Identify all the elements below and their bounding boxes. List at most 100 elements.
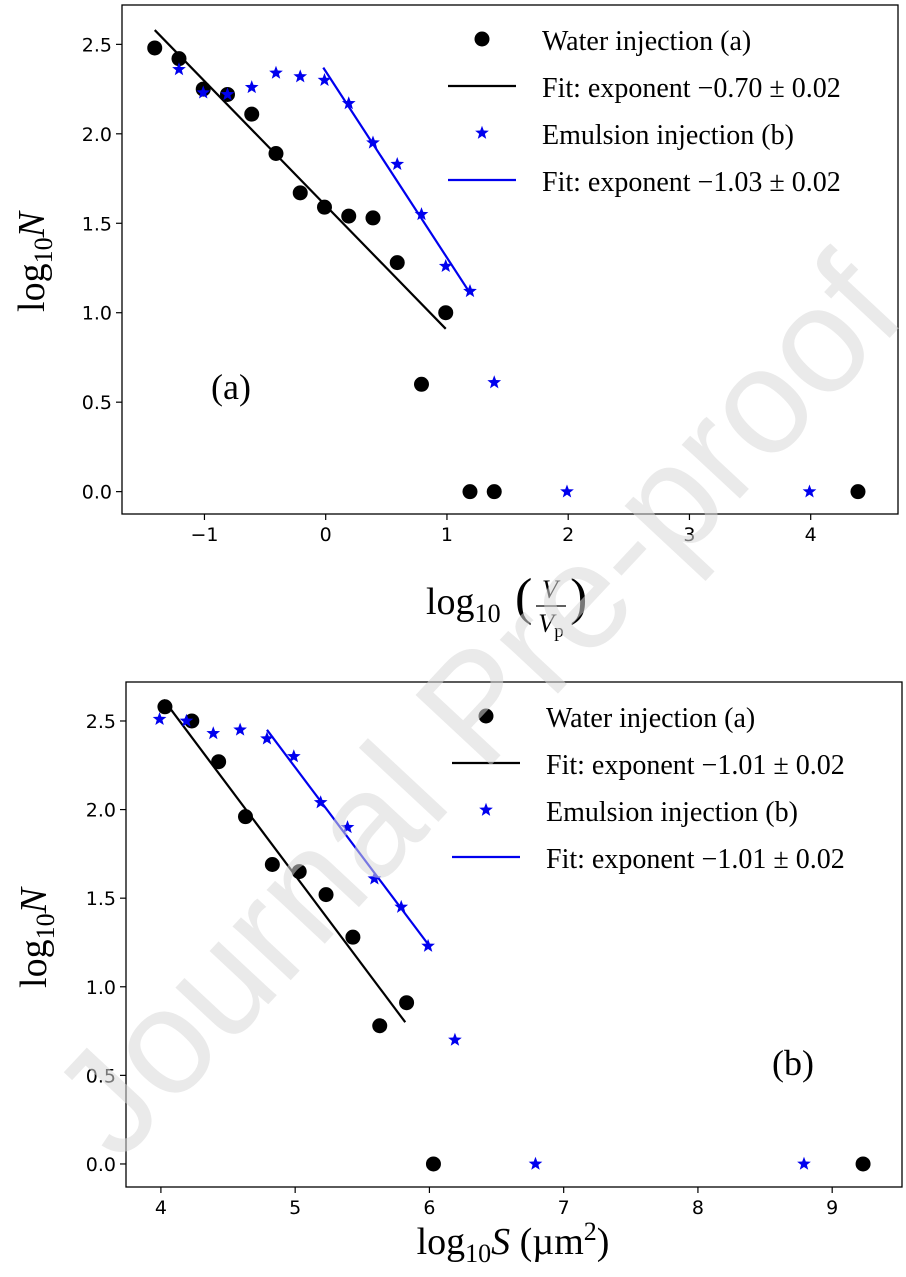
legend-label: Fit: exponent −1.03 ± 0.02 — [542, 167, 841, 198]
data-point-star — [487, 375, 502, 389]
data-point-star — [367, 871, 382, 885]
data-point-circle — [341, 208, 357, 224]
legend-b: Water injection (a) Fit: exponent −1.01 ±… — [452, 703, 845, 875]
y-tick-label: 0.0 — [86, 1154, 116, 1176]
data-point-star — [341, 96, 356, 110]
data-point-circle — [399, 995, 415, 1011]
y-tick-label: 0.5 — [86, 1065, 116, 1087]
x-tick-label: 2 — [562, 524, 574, 546]
data-point-circle — [462, 484, 478, 500]
y-tick-label: 1.0 — [86, 977, 116, 999]
legend-label: Fit: exponent −0.70 ± 0.02 — [542, 73, 841, 104]
legend-label: Water injection (a) — [546, 703, 755, 734]
panel-label-b: (b) — [772, 1043, 814, 1083]
x-tick-label: 4 — [805, 524, 817, 546]
y-tick-label: 2.0 — [82, 124, 112, 146]
x-tick-label: 0 — [320, 524, 332, 546]
legend-label: Emulsion injection (b) — [542, 120, 794, 151]
panel-b: 4 5 6 7 8 9 0.0 0.5 1.0 1.5 2.0 2.5 Water injection… — [13, 681, 903, 1268]
x-tick-label: 4 — [155, 1197, 167, 1219]
data-point-star — [394, 899, 409, 913]
legend-label: Fit: exponent −1.01 ± 0.02 — [546, 844, 845, 875]
data-point-circle — [413, 376, 429, 392]
data-point-circle — [850, 484, 866, 500]
axis-ticks-b: 4 5 6 7 8 9 0.0 0.5 1.0 1.5 2.0 2.5 — [86, 711, 838, 1219]
data-point-star — [313, 795, 328, 809]
x-tick-label: 3 — [683, 524, 695, 546]
svg-text:(: ( — [515, 569, 532, 626]
data-point-star — [172, 62, 186, 76]
fit-line — [162, 699, 407, 1023]
data-point-star — [220, 87, 235, 101]
data-point-star — [286, 749, 301, 763]
y-tick-label: 1.5 — [86, 888, 116, 910]
y-axis-label-b: log10N — [13, 885, 60, 988]
data-point-circle — [345, 929, 361, 945]
x-tick-label: 7 — [558, 1197, 570, 1219]
data-point-circle — [244, 106, 260, 122]
data-point-circle — [316, 199, 332, 215]
data-point-star — [366, 135, 380, 149]
fit-line — [153, 29, 447, 330]
x-tick-label: 6 — [423, 1197, 435, 1219]
data-point-circle — [425, 1156, 441, 1172]
y-axis-label-a: log10N — [11, 209, 58, 312]
data-point-circle — [389, 255, 405, 271]
data-point-star — [244, 80, 259, 94]
data-point-star — [233, 722, 247, 736]
data-point-circle — [438, 305, 454, 321]
panel-label-a: (a) — [211, 367, 251, 407]
legend-label: Water injection (a) — [542, 26, 751, 57]
data-point-circle — [147, 40, 163, 56]
data-point-star — [802, 484, 817, 498]
y-tick-label: 2.0 — [86, 800, 116, 822]
data-point-star — [438, 259, 453, 273]
data-point-star — [414, 207, 429, 221]
legend-label: Fit: exponent −1.01 ± 0.02 — [546, 750, 845, 781]
data-point-circle — [372, 1018, 388, 1034]
data-point-circle — [365, 210, 381, 226]
x-tick-label: 5 — [289, 1197, 301, 1219]
data-point-star — [152, 712, 167, 726]
data-point-circle — [157, 699, 173, 715]
data-point-star — [390, 157, 405, 171]
data-point-circle — [292, 185, 308, 201]
data-point-circle — [318, 887, 334, 903]
legend-a: Water injection (a) Fit: exponent −0.70 ±… — [448, 26, 841, 198]
legend-marker-circle — [478, 708, 494, 724]
data-point-star — [269, 65, 283, 79]
plot-frame-b — [125, 681, 903, 1188]
data-point-star — [206, 726, 221, 740]
data-point-circle — [486, 484, 502, 500]
legend-marker-circle — [474, 31, 490, 47]
svg-text:): ) — [570, 569, 587, 626]
data-point-star — [260, 731, 274, 745]
legend-marker-star — [479, 802, 493, 816]
x-tick-label: 8 — [692, 1197, 704, 1219]
svg-text:Vp: Vp — [538, 609, 563, 642]
y-tick-label: 0.0 — [82, 482, 112, 504]
data-point-star — [528, 1156, 543, 1170]
data-point-star — [293, 69, 308, 83]
axis-ticks-a: −1 0 1 2 3 4 0.0 0.5 1.0 1.5 2.0 2.5 — [82, 34, 817, 546]
x-axis-label-b: log10S (µm2) — [417, 1217, 610, 1268]
panel-a: −1 0 1 2 3 4 0.0 0.5 1.0 1.5 2.0 2.5 Water injectio… — [11, 4, 899, 642]
data-point-circle — [264, 857, 280, 873]
y-tick-label: 2.5 — [86, 711, 116, 733]
data-points-b — [152, 699, 871, 1172]
data-point-star — [340, 820, 355, 834]
y-tick-label: 1.5 — [82, 213, 112, 235]
data-points-a — [147, 40, 866, 500]
x-tick-label: −1 — [190, 524, 218, 546]
data-point-circle — [855, 1156, 871, 1172]
data-point-circle — [211, 754, 227, 770]
svg-text:V: V — [542, 575, 561, 604]
data-point-star — [560, 484, 574, 498]
data-point-circle — [268, 145, 284, 161]
data-point-star — [448, 1032, 462, 1046]
data-point-star — [797, 1156, 811, 1170]
data-point-star — [463, 284, 477, 298]
y-tick-label: 0.5 — [82, 392, 112, 414]
plot-frame-a — [121, 4, 899, 515]
